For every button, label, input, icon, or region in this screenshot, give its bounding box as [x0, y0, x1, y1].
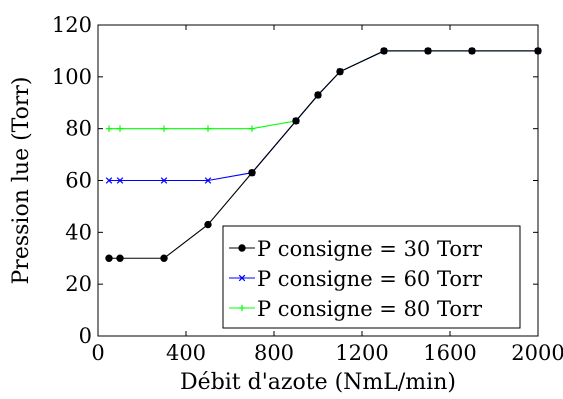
- y-tick-label: 20: [65, 272, 92, 296]
- legend-entry: P consigne = 30 Torr: [257, 237, 483, 261]
- data-point: [468, 47, 476, 55]
- data-point: [248, 125, 256, 132]
- data-point: [160, 125, 168, 132]
- axes-layer: 0 400 800 1200 1600 2000 0 20 40 60 80 100 120: [52, 13, 563, 365]
- x-tick-label: 400: [166, 341, 206, 365]
- y-tick-label: 40: [65, 220, 92, 244]
- x-tick-label: 1200: [335, 341, 388, 365]
- y-tick-label: 0: [79, 324, 92, 348]
- legend-marker: [238, 304, 246, 312]
- y-tick-label: 120: [52, 13, 92, 37]
- data-point: [204, 177, 212, 184]
- y-tick-label: 100: [52, 65, 92, 89]
- data-point: [160, 177, 168, 184]
- data-point: [292, 117, 300, 125]
- x-tick-label: 0: [91, 341, 104, 365]
- data-point: [336, 67, 344, 76]
- x-tick-label: 800: [254, 341, 294, 365]
- legend-marker: [238, 244, 246, 252]
- data-point: [204, 125, 212, 132]
- data-point: [105, 177, 113, 184]
- series-layer: [105, 47, 542, 262]
- x-tick-label: 1600: [423, 341, 476, 365]
- data-point: [314, 91, 322, 99]
- series-line: [109, 50, 538, 182]
- legend-entry: P consigne = 60 Torr: [257, 267, 483, 291]
- data-point: [204, 220, 212, 229]
- data-point: [105, 254, 113, 262]
- legend-box: [222, 225, 521, 329]
- y-tick-label: 60: [65, 169, 92, 193]
- legend-entry: P consigne = 80 Torr: [257, 297, 483, 321]
- data-point: [116, 125, 124, 132]
- data-point: [380, 47, 388, 55]
- x-tick-label: 2000: [511, 341, 563, 365]
- data-point: [116, 177, 124, 184]
- data-point: [160, 254, 168, 262]
- data-point: [116, 254, 124, 262]
- data-point: [248, 169, 256, 177]
- legend: P consigne = 30 Torr P consigne = 60 Torr…: [222, 225, 521, 329]
- series-2: [105, 47, 542, 184]
- x-axis-label: Débit d'azote (NmL/min): [180, 370, 456, 395]
- series-line: [109, 50, 538, 259]
- data-point: [105, 125, 113, 132]
- y-tick-label: 80: [65, 117, 92, 141]
- legend-marker: [238, 274, 246, 282]
- y-axis-label: Pression lue (Torr): [9, 77, 34, 285]
- data-point: [424, 47, 432, 55]
